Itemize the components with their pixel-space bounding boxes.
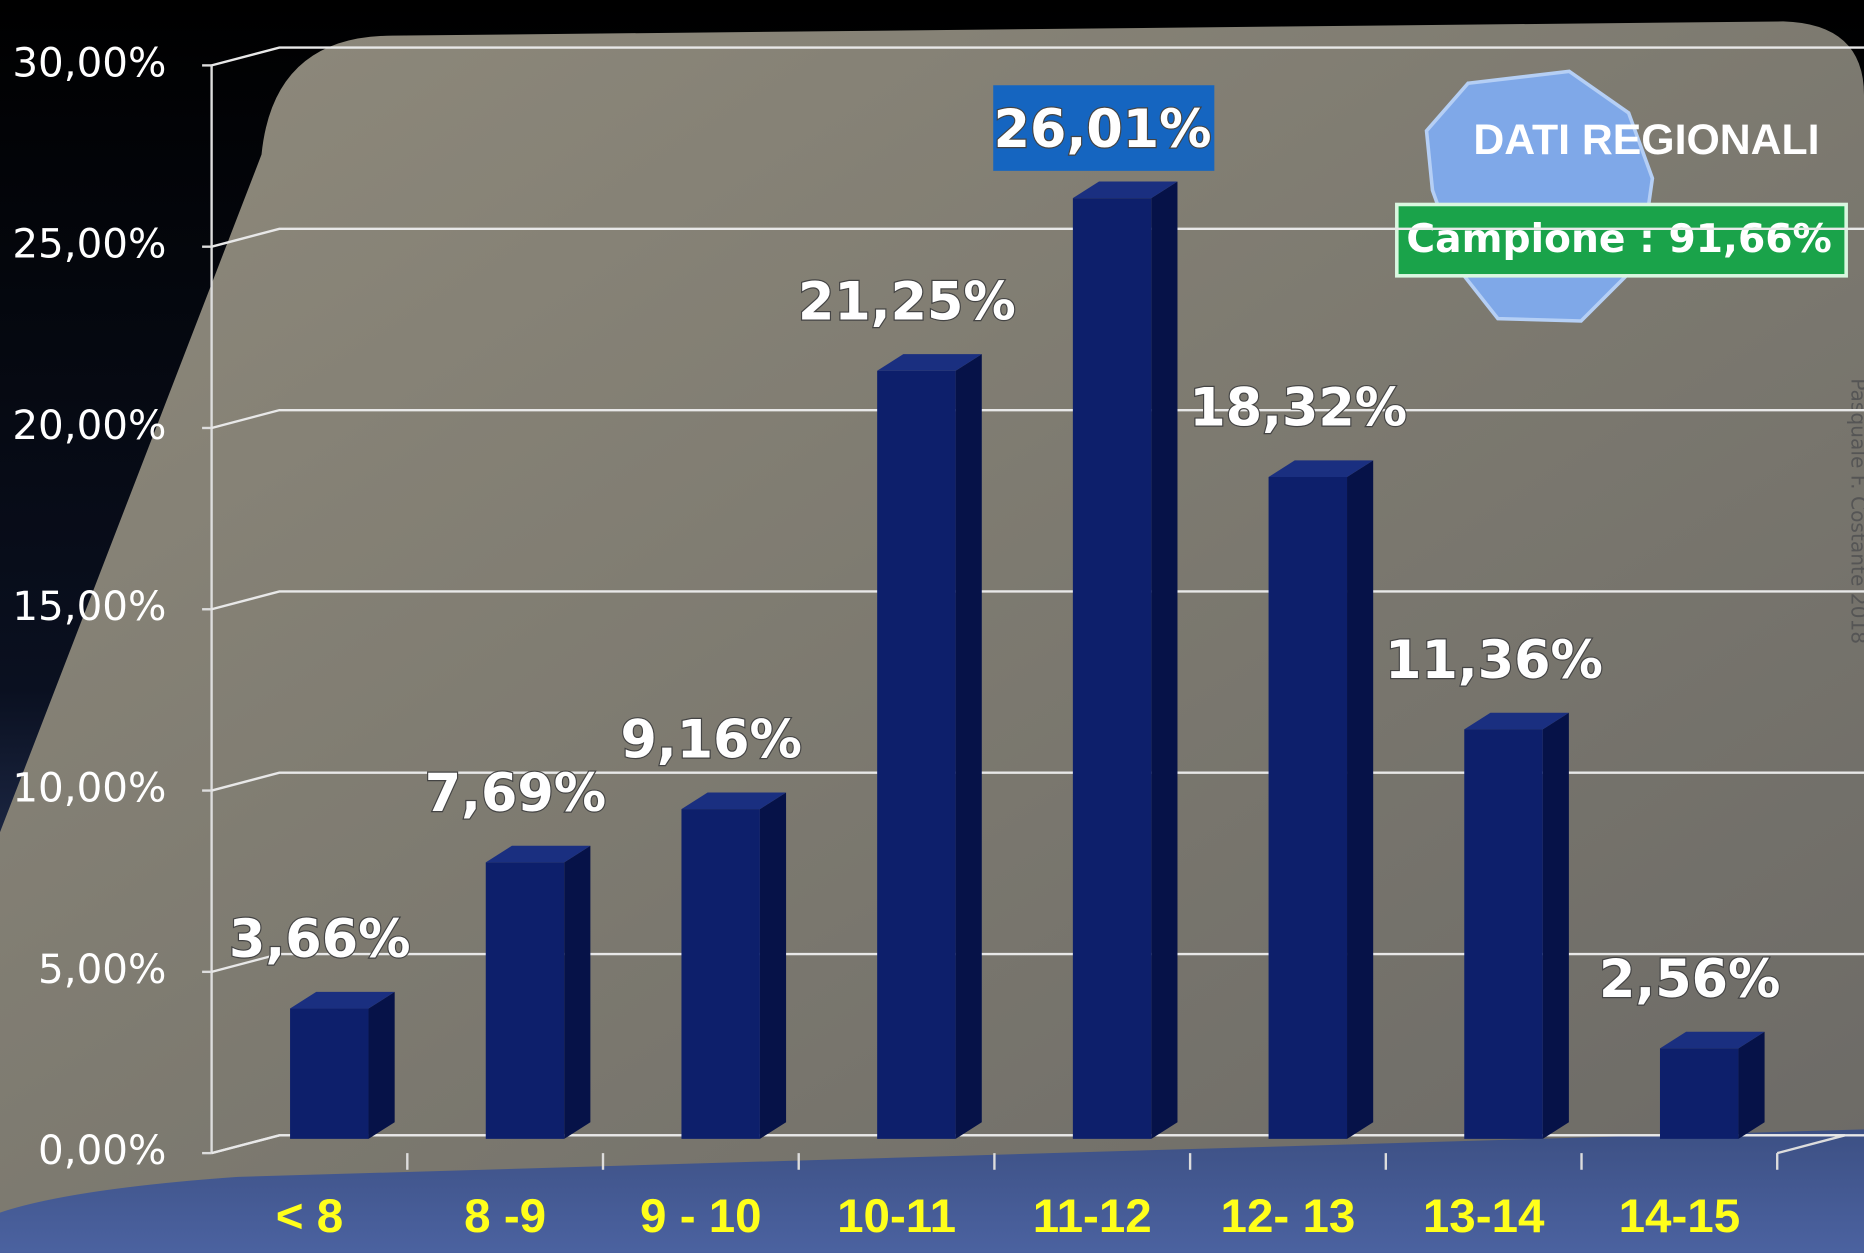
y-tick-label: 5,00% [38, 945, 166, 993]
chart: DATI REGIONALI Campione : 91,66% Pasqual… [0, 0, 1864, 1253]
bar-side [1347, 460, 1373, 1139]
value-label: 7,69% [425, 763, 606, 824]
y-tick-label: 15,00% [12, 582, 166, 630]
bar-side [564, 846, 590, 1139]
x-tick-label: 9 - 10 [640, 1190, 762, 1243]
x-tick-label: 8 -9 [464, 1190, 546, 1243]
sample-label: Campione : 91,66% [1406, 217, 1831, 262]
bar [1464, 729, 1542, 1139]
y-tick-label: 10,00% [12, 764, 166, 812]
value-label: 21,25% [798, 271, 1016, 332]
bar [877, 371, 955, 1139]
x-tick-label: 14-15 [1619, 1190, 1741, 1243]
y-tick-label: 20,00% [12, 401, 166, 449]
bar [290, 1009, 368, 1139]
y-tick-label: 30,00% [12, 38, 166, 86]
x-tick-label: 13-14 [1423, 1190, 1545, 1243]
value-label: 9,16% [620, 710, 801, 771]
bar-side [1738, 1032, 1764, 1139]
value-label: 26,01% [994, 99, 1212, 160]
bar-side [1543, 713, 1569, 1139]
x-tick-label: 11-12 [1033, 1190, 1152, 1243]
region-title: DATI REGIONALI [1473, 116, 1819, 164]
bar [486, 862, 564, 1138]
bar [1073, 198, 1151, 1139]
value-label: 18,32% [1189, 378, 1407, 439]
x-tick-label: < 8 [276, 1190, 343, 1243]
bar-side [369, 992, 395, 1139]
value-label: 3,66% [229, 909, 410, 970]
bar [681, 809, 759, 1139]
x-tick-label: 10-11 [837, 1190, 956, 1243]
watermark: Pasquale F. Costante 2018 [1846, 378, 1864, 644]
y-tick-label: 25,00% [12, 220, 166, 268]
bar-side [760, 792, 786, 1138]
value-label: 2,56% [1599, 949, 1780, 1010]
bar-side [1151, 182, 1177, 1139]
bar-side [956, 354, 982, 1139]
y-tick-label: 0,00% [38, 1126, 166, 1174]
value-label: 11,36% [1385, 630, 1603, 691]
x-tick-label: 12- 13 [1221, 1190, 1356, 1243]
bar [1660, 1048, 1738, 1138]
bar [1269, 477, 1347, 1139]
